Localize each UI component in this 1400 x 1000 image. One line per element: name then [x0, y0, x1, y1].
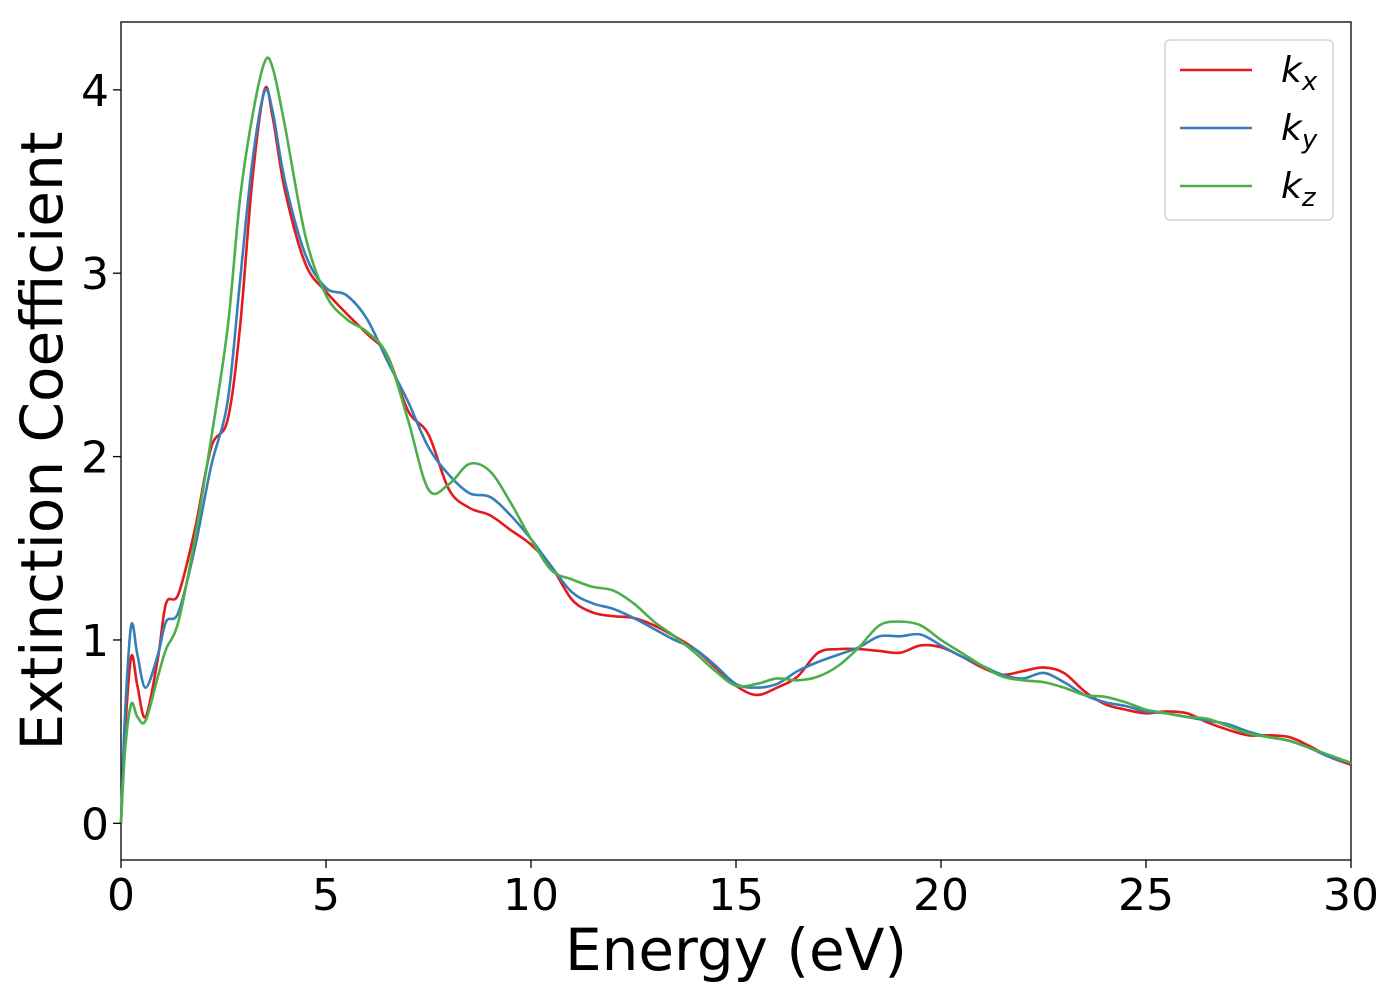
legend-label-subscript: x — [1301, 67, 1318, 97]
y-tick-label: 0 — [81, 799, 109, 850]
x-tick-label: 25 — [1118, 870, 1174, 921]
x-axis: 0 5 10 15 20 25 30 — [107, 860, 1379, 921]
y-tick-label: 2 — [81, 433, 109, 484]
y-axis-label: Extinction Coefficient — [8, 132, 76, 751]
x-tick-label: 30 — [1323, 870, 1379, 921]
x-axis-label: Energy (eV) — [565, 916, 907, 984]
legend-frame — [1164, 39, 1334, 221]
plot-frame — [120, 21, 1352, 861]
x-tick-label: 20 — [913, 870, 969, 921]
y-tick-label: 3 — [81, 249, 109, 300]
series-lines — [119, 56, 1352, 824]
legend-label-subscript: z — [1301, 183, 1317, 213]
x-tick-label: 10 — [503, 870, 559, 921]
x-tick-label: 15 — [708, 870, 764, 921]
legend-label-subscript: y — [1301, 125, 1318, 155]
series-line-k-y — [119, 87, 1352, 824]
x-tick-label: 0 — [107, 870, 135, 921]
y-axis: 0 1 2 3 4 — [81, 66, 121, 850]
series-line-k-z — [119, 56, 1352, 824]
x-tick-label: 5 — [312, 870, 340, 921]
y-tick-label: 1 — [81, 616, 109, 667]
series-line-k-x — [119, 85, 1352, 824]
y-tick-label: 4 — [81, 66, 109, 117]
plot-area — [119, 21, 1352, 861]
